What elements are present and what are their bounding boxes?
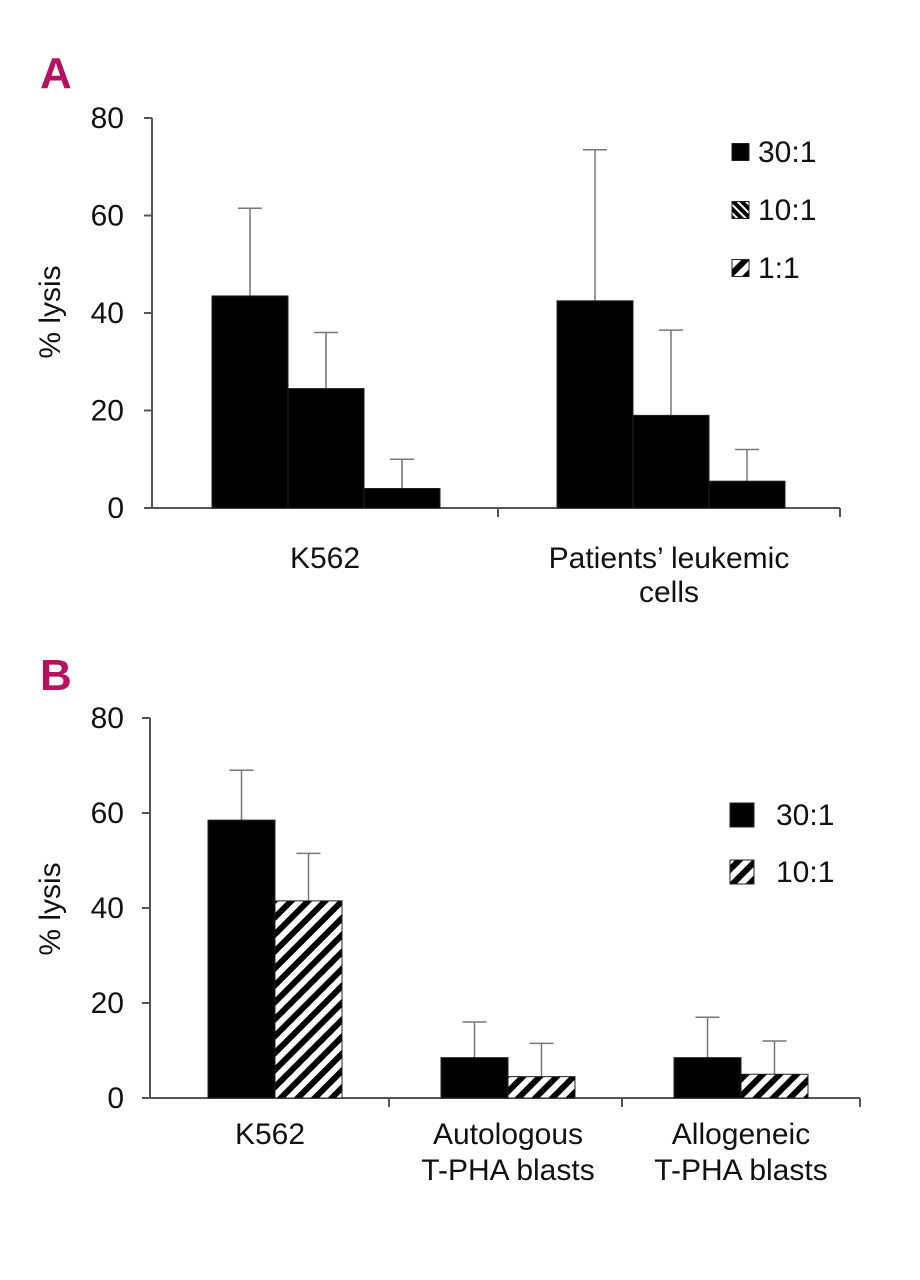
legend-label: 1:1 [758, 252, 800, 285]
category-label: Autologous [433, 1118, 583, 1151]
panel-a-y-ticks: 0 20 40 60 80 [91, 102, 152, 525]
y-tick-label: 80 [91, 702, 124, 735]
bar [274, 900, 343, 1099]
bar [708, 480, 786, 509]
y-tick-label: 40 [91, 892, 124, 925]
legend-label: 30:1 [758, 136, 816, 169]
panel-b-y-axis-label: % lysis [34, 862, 67, 955]
y-tick-label: 20 [91, 987, 124, 1020]
y-tick-label: 0 [107, 1082, 124, 1115]
legend-swatch [729, 859, 755, 885]
category-label: Patients’ leukemic [549, 542, 790, 575]
bar [440, 1057, 509, 1099]
panel-a-label: A [40, 49, 72, 98]
category-label: T-PHA blasts [421, 1154, 594, 1187]
panel-b-legend: 30:1 10:1 [729, 799, 834, 889]
panel-b-bars [207, 819, 809, 1099]
category-label: K562 [290, 542, 360, 575]
bar [507, 1076, 576, 1099]
bar [556, 300, 634, 509]
panel-a-error-bars [238, 148, 759, 489]
panel-b-y-ticks: 0 20 40 60 80 [91, 702, 150, 1115]
bar [211, 295, 289, 509]
y-tick-label: 60 [91, 797, 124, 830]
legend-label: 10:1 [776, 856, 834, 889]
bar [673, 1057, 742, 1099]
legend-swatch [731, 259, 750, 277]
panel-a: A % lysis 0 20 40 60 80 K562 Patients’ leukem… [34, 49, 841, 609]
panel-b-error-bars [229, 769, 787, 1077]
legend-swatch [729, 802, 755, 828]
panel-b-label: B [40, 651, 72, 700]
bar [207, 819, 276, 1099]
y-tick-label: 20 [91, 395, 124, 428]
panel-a-legend: 30:1 10:1 1:1 [731, 136, 816, 285]
y-tick-label: 80 [91, 102, 124, 135]
y-tick-label: 40 [91, 297, 124, 330]
y-tick-label: 0 [107, 492, 124, 525]
legend-swatch [731, 143, 750, 161]
y-tick-label: 60 [91, 200, 124, 233]
category-label: T-PHA blasts [654, 1154, 827, 1187]
bar [632, 414, 710, 509]
bar [740, 1073, 809, 1099]
category-label: cells [639, 576, 699, 609]
category-label: Allogeneic [672, 1118, 810, 1151]
legend-label: 30:1 [776, 799, 834, 832]
legend-swatch [731, 201, 750, 219]
panel-a-y-axis-label: % lysis [34, 265, 67, 358]
bar [287, 388, 365, 509]
panel-a-bars [211, 295, 786, 509]
legend-label: 10:1 [758, 194, 816, 227]
bar [363, 488, 441, 509]
category-label: K562 [235, 1118, 305, 1151]
